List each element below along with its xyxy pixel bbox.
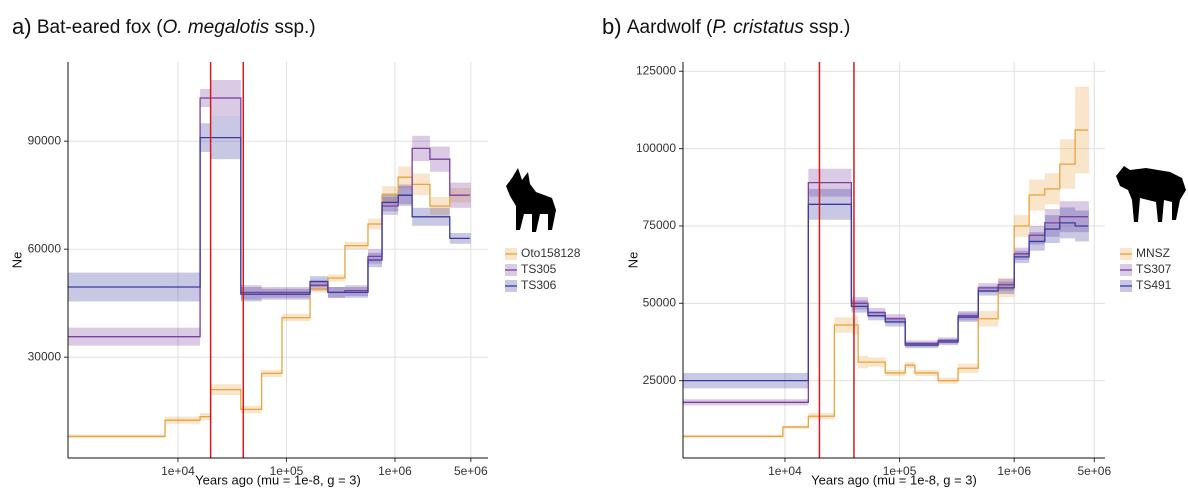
legend-label: TS307 [1136,262,1172,276]
title-part: Bat-eared fox ( [37,17,163,38]
y-tick-label: 75000 [643,218,677,232]
legend-label: Oto158128 [521,246,581,260]
x-tick-label: 5e+06 [1077,464,1111,478]
x-axis-label: Years ago (mu = 1e-8, g = 3) [195,472,361,487]
y-tick-label: 30000 [28,349,62,363]
title-part: ssp.) [269,17,315,38]
confidence-band [469,182,471,208]
title-part: O. megalotis [163,17,270,38]
y-tick-label: 25000 [643,373,677,387]
legend-label: MNSZ [1136,246,1170,260]
y-tick-label: 100000 [636,141,676,155]
x-tick-label: 1e+06 [378,464,412,478]
y-tick-label: 90000 [28,133,62,147]
confidence-band [469,188,471,203]
confidence-band [1087,210,1089,242]
x-tick-label: 1e+06 [997,464,1031,478]
x-axis-label: Years ago (mu = 1e-8, g = 3) [811,472,977,487]
y-tick-label: 60000 [28,241,62,255]
confidence-band [1087,86,1089,174]
legend-label: TS305 [521,262,557,276]
y-tick-label: 50000 [643,295,677,309]
x-tick-label: 1e+04 [768,464,802,478]
legend-label: TS306 [521,278,557,292]
aardwolf-silhouette [1116,166,1186,222]
title-part: ssp.) [804,17,850,38]
x-tick-label: 5e+06 [454,464,488,478]
y-axis-label: Ne [9,252,24,269]
chart-title: b) Aardwolf (P. cristatus ssp.) [602,14,850,39]
series-line [68,136,470,295]
series-line [68,97,470,338]
y-axis-label: Ne [625,252,640,269]
series-line [683,203,1088,382]
panel-label: b) [602,14,622,39]
chart-title: a) Bat-eared fox (O. megalotis ssp.) [12,14,316,39]
confidence-band [1087,201,1089,233]
title-part: P. cristatus [712,17,804,38]
title-part: Aardwolf ( [627,17,713,38]
x-tick-label: 1e+04 [161,464,195,478]
fox-silhouette [506,168,556,232]
series-line [68,176,470,438]
x-tick-label: 1e+05 [270,464,304,478]
series-line [683,129,1088,437]
panel-label: a) [12,14,32,39]
y-tick-label: 125000 [636,63,676,77]
x-tick-label: 1e+05 [883,464,917,478]
legend-label: TS491 [1136,278,1172,292]
confidence-band [469,233,471,244]
